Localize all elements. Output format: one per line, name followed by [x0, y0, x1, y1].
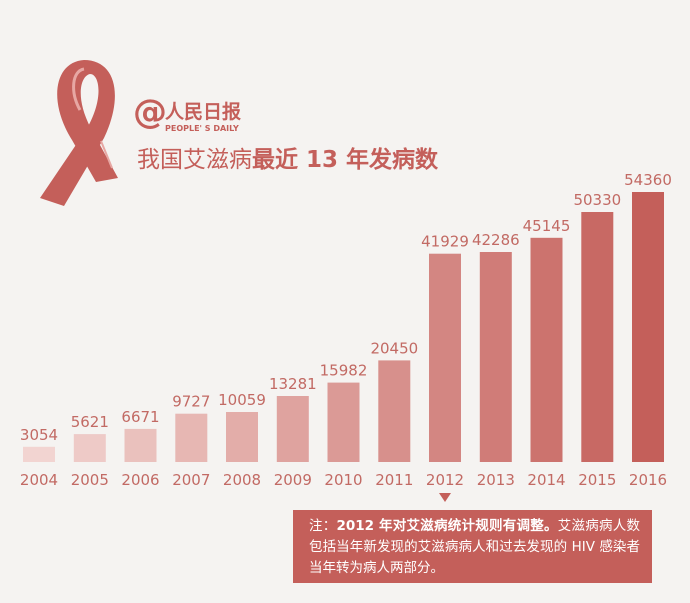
category-label-2009: 2009	[274, 471, 312, 489]
chart-title: 我国艾滋病最近 13 年发病数	[137, 146, 439, 173]
bar-2014	[530, 237, 563, 462]
bar-2012	[429, 253, 461, 462]
chart-title-prefix: 我国艾滋病	[137, 147, 252, 173]
bar-2005	[73, 434, 106, 462]
bar-2011	[378, 360, 411, 462]
value-label-2016: 54360	[624, 171, 672, 189]
red-ribbon-icon	[40, 60, 118, 206]
brand-name-cn: 人民日报	[165, 100, 241, 123]
category-label-2011: 2011	[375, 471, 413, 489]
brand-at-symbol: @	[133, 92, 167, 132]
category-label-2004: 2004	[20, 471, 58, 489]
value-label-2008: 10059	[218, 391, 266, 409]
category-label-2012: 2012	[426, 471, 464, 489]
value-label-2004: 3054	[20, 426, 58, 444]
bar-2016	[632, 192, 664, 462]
brand-logo: @ 人民日报 PEOPLE' S DAILY	[133, 92, 241, 133]
bar-series	[23, 192, 664, 462]
bar-2013	[479, 252, 512, 462]
category-labels: 2004 2005 2006 2007 2008 2009 2010 2011 2012 2013…	[20, 471, 667, 489]
bar-2010	[327, 382, 360, 462]
value-label-2014: 45145	[523, 217, 571, 235]
category-label-2015: 2015	[578, 471, 616, 489]
category-label-2007: 2007	[172, 471, 210, 489]
value-label-2005: 5621	[71, 413, 109, 431]
value-label-2010: 15982	[320, 362, 368, 380]
value-label-2011: 20450	[370, 339, 418, 357]
bar-2007	[175, 413, 208, 462]
category-label-2006: 2006	[121, 471, 159, 489]
bar-2015	[581, 212, 614, 462]
value-label-2012: 41929	[421, 233, 469, 251]
value-label-2006: 6671	[121, 408, 159, 426]
value-label-2015: 50330	[573, 191, 621, 209]
bar-2006	[124, 428, 157, 462]
value-label-2007: 9727	[172, 393, 210, 411]
category-label-2008: 2008	[223, 471, 261, 489]
chart-title-suffix: 最近 13 年发病数	[252, 146, 439, 173]
svg-text:我国艾滋病最近 13 年发病数: 我国艾滋病最近 13 年发病数	[137, 146, 439, 173]
category-label-2013: 2013	[477, 471, 515, 489]
category-label-2014: 2014	[527, 471, 565, 489]
value-label-2013: 42286	[472, 231, 520, 249]
bar-2004	[23, 446, 55, 462]
note-box: 注：2012 年对艾滋病统计规则有调整。艾滋病病人数包括当年新发现的艾滋病病人和…	[293, 510, 652, 583]
note-bold-text: 2012 年对艾滋病统计规则有调整。	[336, 518, 558, 534]
down-triangle-icon	[439, 493, 451, 502]
bar-2008	[226, 412, 258, 462]
category-label-2010: 2010	[324, 471, 362, 489]
category-label-2016: 2016	[629, 471, 667, 489]
note-text: 艾滋病病人数包括当年新发现的艾滋病病人和过去发现的 HIV 感染者当年转为病人两…	[309, 518, 641, 576]
category-label-2005: 2005	[71, 471, 109, 489]
brand-name-en: PEOPLE' S DAILY	[165, 124, 239, 133]
note-label: 注：	[309, 518, 337, 534]
value-label-2009: 13281	[269, 375, 317, 393]
bar-2009	[276, 396, 309, 462]
